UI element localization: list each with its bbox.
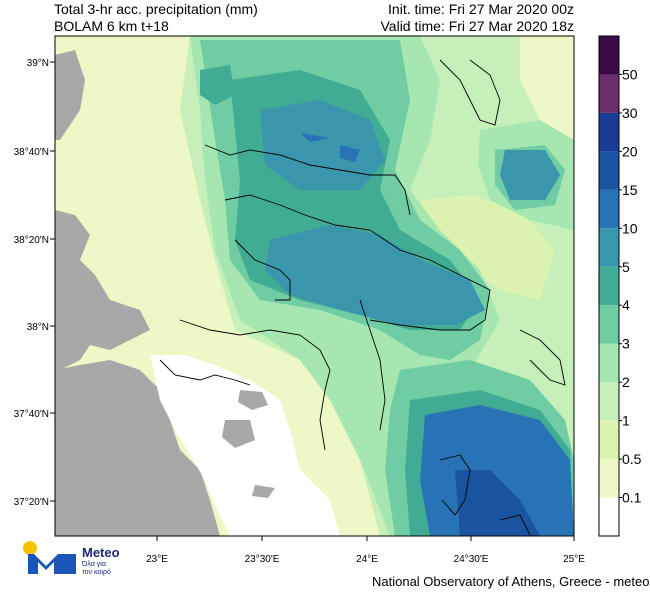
colorbar-swatch (599, 112, 619, 152)
colorbar-label: 20 (622, 143, 638, 159)
lon-labels: 23°E 23°30'E 24°E 24°30'E 25°E (146, 554, 585, 565)
land-peloponnese-south (55, 360, 220, 536)
init-time: Init. time: Fri 27 Mar 2020 00z (388, 1, 574, 17)
field-20mm-south (455, 470, 540, 536)
island-aegina (222, 420, 255, 448)
logo-tagline-line1: Όλα για (82, 561, 106, 568)
logo-name: Meteo (82, 545, 120, 560)
colorbar-swatch (599, 305, 619, 344)
lat-label: 38°40'N (14, 147, 49, 158)
time-info: Init. time: Fri 27 Mar 2020 00z Valid ti… (381, 1, 575, 35)
lat-label: 38°N (27, 322, 49, 333)
island-hydra (252, 485, 275, 498)
colorbar-swatch (599, 459, 619, 498)
field-10mm-east (500, 150, 560, 200)
coast-mykonos (499, 514, 531, 536)
lon-label: 24°E (356, 554, 378, 565)
coast-saronic (159, 359, 251, 386)
coast-skyros (439, 59, 501, 126)
land-west-north (55, 50, 85, 140)
colorbar-swatch (599, 74, 619, 113)
lon-label: 23°30'E (245, 554, 280, 565)
lon-label: 25°E (563, 554, 585, 565)
coastlines (159, 59, 566, 536)
colorbar-label: 15 (622, 182, 638, 198)
land-peloponnese-north (55, 210, 150, 370)
lat-ticks (50, 61, 55, 502)
lon-label: 23°E (146, 554, 168, 565)
colorbar-label: 3 (622, 336, 630, 352)
lat-label: 37°40'N (14, 409, 49, 420)
coast-euboea-west (359, 299, 386, 431)
lon-label: 24°30'E (454, 554, 489, 565)
logo-tagline-line2: τον καιρό (82, 569, 111, 576)
lat-labels: 39°N 38°40'N 38°20'N 38°N 37°40'N 37°20'… (14, 58, 49, 508)
sea-saronic (150, 355, 340, 536)
field-10mm-north (260, 100, 385, 190)
colorbar-label: 5 (622, 259, 630, 275)
island-salamis (238, 390, 268, 410)
colorbar-label: 10 (622, 220, 638, 236)
lat-label: 38°20'N (14, 235, 49, 246)
colorbar-label: 0.5 (622, 451, 642, 467)
lat-label: 37°20'N (14, 497, 49, 508)
map-field (55, 36, 574, 536)
colorbar-swatch (599, 189, 619, 229)
logo-sun-icon (23, 541, 37, 555)
colorbar-swatch (599, 382, 619, 421)
field-15mm-spot-b (340, 145, 360, 162)
colorbar-label: 30 (622, 105, 638, 121)
colorbar-swatch (599, 228, 619, 267)
field-light-east (420, 195, 555, 300)
map-frame (54, 35, 575, 537)
logo-m-icon (28, 554, 64, 574)
field-10mm-central (265, 225, 485, 325)
coast-attica-north (234, 239, 291, 301)
map-title: Total 3-hr acc. precipitation (mm) BOLAM… (54, 1, 258, 35)
colorbar-swatch (599, 420, 619, 460)
colorbar-swatch (599, 343, 619, 383)
colorbar-label: 50 (622, 66, 638, 82)
field-15mm-spot-a (300, 133, 330, 142)
coast-euboea-gulf-north (204, 144, 411, 216)
logo-tagline: Όλα για τον καιρό (82, 561, 111, 577)
title-line-2: BOLAM 6 km t+18 (54, 18, 169, 34)
colorbar-label: 0.1 (622, 490, 642, 506)
colorbar-swatch (599, 266, 619, 306)
colorbar-swatch (599, 36, 619, 75)
meteo-logo (23, 541, 76, 574)
colorbar-label: 4 (622, 297, 630, 313)
colorbar-swatch (599, 497, 619, 536)
field-low-ne (520, 36, 574, 140)
colorbar-swatch (599, 151, 619, 190)
colorbar-label: 2 (622, 374, 630, 390)
lon-ticks (156, 536, 575, 541)
coast-attica (179, 319, 331, 451)
valid-time: Valid time: Fri 27 Mar 2020 18z (380, 18, 575, 34)
field-5mm-nw (200, 65, 235, 105)
colorbar-frame (598, 35, 620, 537)
coast-tinos (439, 454, 471, 516)
title-line-1: Total 3-hr acc. precipitation (mm) (54, 1, 258, 17)
coast-euboea-south (224, 194, 491, 331)
footer-credit: National Observatory of Athens, Greece -… (372, 574, 650, 589)
coast-andros (519, 329, 566, 386)
colorbar: 0.1 0.5 1 2 3 4 5 10 15 20 30 50 (598, 35, 642, 537)
colorbar-label: 1 (622, 413, 630, 429)
lat-label: 39°N (27, 58, 49, 69)
